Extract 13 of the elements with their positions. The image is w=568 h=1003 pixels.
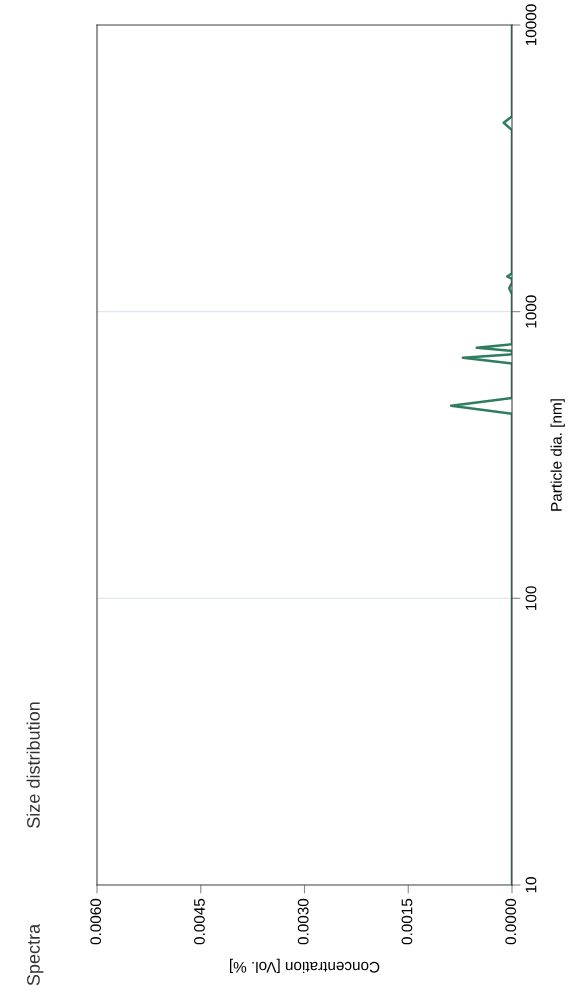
y-tick-label: 10 [525,877,537,893]
x-tick-label: 0.0000 [505,898,517,945]
y-tick-label: 1000 [525,295,537,328]
y-tick-label: 10000 [525,4,537,46]
x-tick-label: 0.0045 [194,898,205,945]
x-tick-label: 0.0030 [297,898,309,945]
y-axis-title: Particle dia. [nm] [550,399,565,511]
y-tick-label: 100 [525,586,537,610]
x-tick-label: 0.0060 [90,898,102,945]
x-axis-title: Concentration [Vol. %] [230,958,380,974]
x-tick-label: 0.0015 [401,898,413,945]
text: Size distribution [26,702,40,828]
text: Spectra [27,923,44,986]
